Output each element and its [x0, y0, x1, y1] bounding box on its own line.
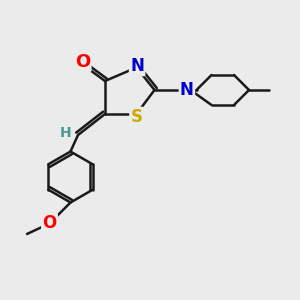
Text: O: O: [42, 214, 57, 232]
Text: N: N: [180, 81, 194, 99]
Text: H: H: [60, 126, 71, 140]
Text: O: O: [75, 52, 90, 70]
Text: S: S: [130, 108, 142, 126]
Text: N: N: [130, 57, 144, 75]
